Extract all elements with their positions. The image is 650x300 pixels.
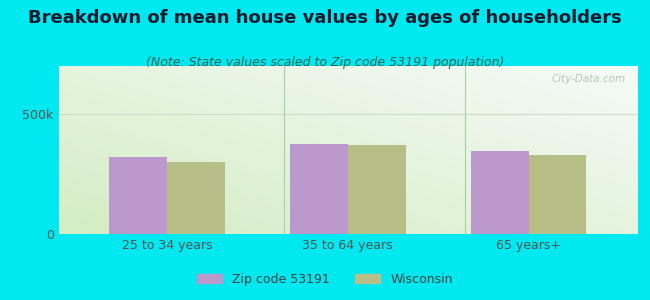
- Text: (Note: State values scaled to Zip code 53191 population): (Note: State values scaled to Zip code 5…: [146, 56, 504, 68]
- Bar: [528, 155, 586, 234]
- Text: Breakdown of mean house values by ages of householders: Breakdown of mean house values by ages o…: [28, 9, 622, 27]
- Text: City-Data.com: City-Data.com: [551, 74, 625, 84]
- Bar: [109, 157, 167, 234]
- Legend: Zip code 53191, Wisconsin: Zip code 53191, Wisconsin: [192, 268, 458, 291]
- Bar: [167, 162, 225, 234]
- Bar: [348, 145, 406, 234]
- Bar: [471, 151, 528, 234]
- Bar: [290, 144, 348, 234]
